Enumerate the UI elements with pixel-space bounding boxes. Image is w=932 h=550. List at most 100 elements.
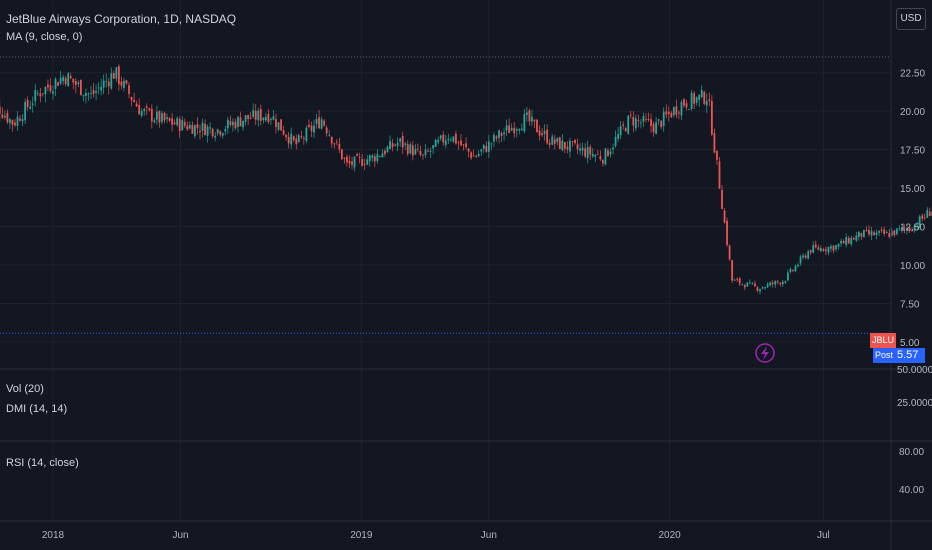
candle-body — [425, 149, 427, 155]
candle-body — [219, 131, 221, 134]
candle-body — [511, 128, 513, 130]
candle-body — [257, 111, 259, 121]
candle-body — [88, 93, 90, 94]
candle-body — [371, 155, 373, 158]
rsi-indicator-label[interactable]: RSI (14, close) — [6, 457, 79, 469]
candle-body — [800, 257, 802, 264]
candle-body — [599, 156, 601, 159]
candle-body — [354, 157, 356, 168]
candle-body — [518, 129, 520, 130]
candle-body — [37, 93, 39, 94]
candle-body — [313, 126, 315, 133]
candle-body — [764, 287, 766, 288]
candle-body — [480, 149, 482, 151]
candle-body — [136, 104, 138, 107]
candle-body — [627, 116, 629, 134]
candle-body — [351, 161, 353, 164]
candle-body — [311, 126, 313, 132]
candle-body — [450, 140, 452, 141]
candle-body — [376, 154, 378, 161]
candle-body — [80, 80, 82, 95]
candle-body — [741, 284, 743, 285]
candle-body — [176, 118, 178, 125]
candle-body — [625, 128, 627, 131]
rsi-tick-80: 80.00 — [899, 447, 924, 458]
candle-body — [179, 119, 181, 131]
candle-body — [283, 130, 285, 134]
candle-body — [643, 116, 645, 122]
candle-body — [417, 149, 419, 150]
candle-body — [229, 121, 231, 125]
candle-body — [366, 159, 368, 164]
candle-body — [683, 99, 685, 105]
candle-body — [32, 104, 34, 105]
candle-body — [90, 93, 92, 94]
candle-body — [440, 135, 442, 138]
candle-body — [688, 109, 690, 110]
time-axis-tick: 2020 — [659, 530, 682, 541]
candle-body — [665, 111, 667, 114]
candle-body — [288, 137, 290, 144]
candle-body — [886, 232, 888, 233]
candle-body — [103, 81, 105, 88]
candle-body — [166, 117, 168, 119]
candle-body — [39, 94, 41, 97]
candle-body — [222, 133, 224, 135]
candle-body — [34, 90, 36, 101]
candle-body — [883, 230, 885, 234]
candle-body — [483, 145, 485, 149]
candle-body — [100, 87, 102, 91]
candle-body — [321, 119, 323, 128]
candle-body — [44, 87, 46, 94]
candle-body — [209, 127, 211, 128]
time-axis-tick: 2018 — [42, 530, 65, 541]
candle-body — [503, 133, 505, 135]
symbol-title[interactable]: JetBlue Airways Corporation, 1D, NASDAQ — [6, 12, 236, 26]
candle-body — [670, 113, 672, 117]
candle-body — [526, 112, 528, 114]
candle-body — [394, 145, 396, 146]
candle-body — [496, 137, 498, 139]
candle-body — [866, 230, 868, 231]
candle-body — [711, 101, 713, 134]
candle-body — [414, 149, 416, 155]
candle-body — [795, 266, 797, 271]
dmi-indicator-label[interactable]: DMI (14, 14) — [6, 403, 67, 415]
candle-body — [306, 128, 308, 141]
time-axis-tick: 2019 — [350, 530, 373, 541]
candle-body — [252, 110, 254, 117]
candle-body — [549, 143, 551, 145]
candle-body — [630, 115, 632, 116]
candle-body — [810, 250, 812, 252]
candle-body — [389, 141, 391, 149]
candle-body — [169, 118, 171, 121]
candle-body — [833, 246, 835, 251]
candle-body — [561, 141, 563, 151]
candle-body — [731, 260, 733, 280]
candle-body — [620, 126, 622, 135]
candle-body — [397, 143, 399, 146]
candle-body — [881, 229, 883, 230]
price-axis-tick: 15.00 — [900, 184, 925, 195]
candle-body — [678, 113, 680, 114]
candle-body — [607, 150, 609, 156]
candle-body — [55, 79, 57, 89]
candle-body — [612, 148, 614, 149]
candle-body — [214, 136, 216, 138]
candle-body — [452, 136, 454, 141]
volume-indicator-label[interactable]: Vol (20) — [6, 383, 44, 395]
candle-body — [703, 92, 705, 104]
ma-indicator-label[interactable]: MA (9, close, 0) — [6, 31, 82, 43]
time-axis-tick: Jun — [481, 530, 497, 541]
candle-body — [749, 282, 751, 283]
currency-button[interactable]: USD — [896, 8, 926, 30]
candle-body — [655, 122, 657, 134]
candle-body — [407, 144, 409, 154]
candle-body — [498, 130, 500, 138]
candle-body — [516, 129, 518, 130]
candle-body — [265, 117, 267, 120]
candle-body — [153, 120, 155, 122]
candle-body — [186, 126, 188, 130]
candle-body — [217, 129, 219, 133]
